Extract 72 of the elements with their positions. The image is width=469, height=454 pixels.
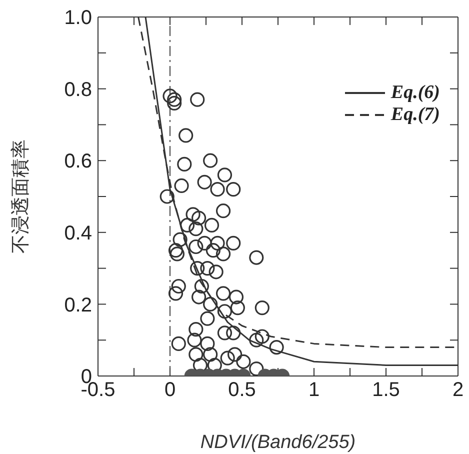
point — [203, 347, 218, 362]
point — [162, 88, 178, 104]
point — [216, 246, 231, 262]
point — [178, 128, 194, 143]
point — [194, 278, 209, 294]
point — [203, 296, 218, 312]
y-tick-label: 0.4 — [64, 222, 92, 244]
point — [186, 207, 200, 222]
x-tick-label: 1.5 — [372, 379, 400, 402]
point — [254, 329, 270, 344]
point — [249, 250, 264, 265]
point — [226, 182, 241, 197]
point — [210, 236, 225, 250]
point — [249, 332, 264, 348]
x-tick-label: 0 — [164, 379, 176, 402]
legend-label: Eq.(7) — [390, 104, 440, 126]
point — [174, 178, 189, 194]
point — [168, 243, 184, 258]
point — [177, 156, 192, 172]
x-tick-label: 1 — [308, 379, 320, 402]
point — [226, 236, 241, 250]
point — [167, 96, 182, 110]
point — [217, 304, 232, 319]
x-axis-title: NDVI/(Band6/255) — [200, 432, 356, 453]
point — [216, 286, 231, 301]
point — [226, 326, 241, 340]
point — [197, 236, 212, 250]
point — [168, 286, 184, 301]
point — [192, 290, 206, 304]
point — [200, 311, 215, 326]
point — [200, 336, 215, 351]
point — [190, 261, 205, 276]
point — [187, 332, 202, 348]
point — [249, 362, 264, 376]
point — [228, 347, 242, 362]
point — [170, 246, 184, 262]
point — [269, 340, 284, 355]
point — [188, 322, 204, 337]
point — [190, 92, 205, 107]
legend-label: Eq.(6) — [390, 82, 440, 104]
point — [188, 239, 204, 254]
point — [217, 168, 232, 182]
point — [188, 347, 204, 362]
point — [160, 189, 174, 204]
point — [204, 218, 220, 233]
point — [206, 243, 220, 258]
point — [210, 182, 225, 197]
y-axis-title: 不浸透面積率 — [10, 140, 32, 254]
point — [171, 336, 186, 351]
point — [180, 218, 195, 233]
x-tick-label: 2 — [452, 379, 464, 402]
point — [203, 153, 218, 168]
point — [192, 210, 206, 226]
point — [230, 300, 245, 316]
point — [167, 92, 182, 107]
point — [236, 354, 251, 369]
point — [228, 290, 244, 304]
y-tick-label: 0.2 — [64, 294, 92, 316]
point — [172, 232, 188, 247]
point — [171, 278, 186, 294]
point — [220, 350, 235, 366]
y-tick-label: 0.6 — [64, 150, 92, 173]
point — [208, 264, 224, 280]
point — [200, 261, 215, 276]
point — [188, 222, 204, 236]
point — [254, 300, 270, 316]
point — [216, 204, 231, 218]
point — [197, 174, 212, 190]
point — [217, 326, 232, 340]
y-tick-label: 1.0 — [64, 7, 92, 30]
y-tick-label: 0.8 — [64, 78, 92, 101]
x-tick-label: 0.5 — [228, 379, 256, 402]
